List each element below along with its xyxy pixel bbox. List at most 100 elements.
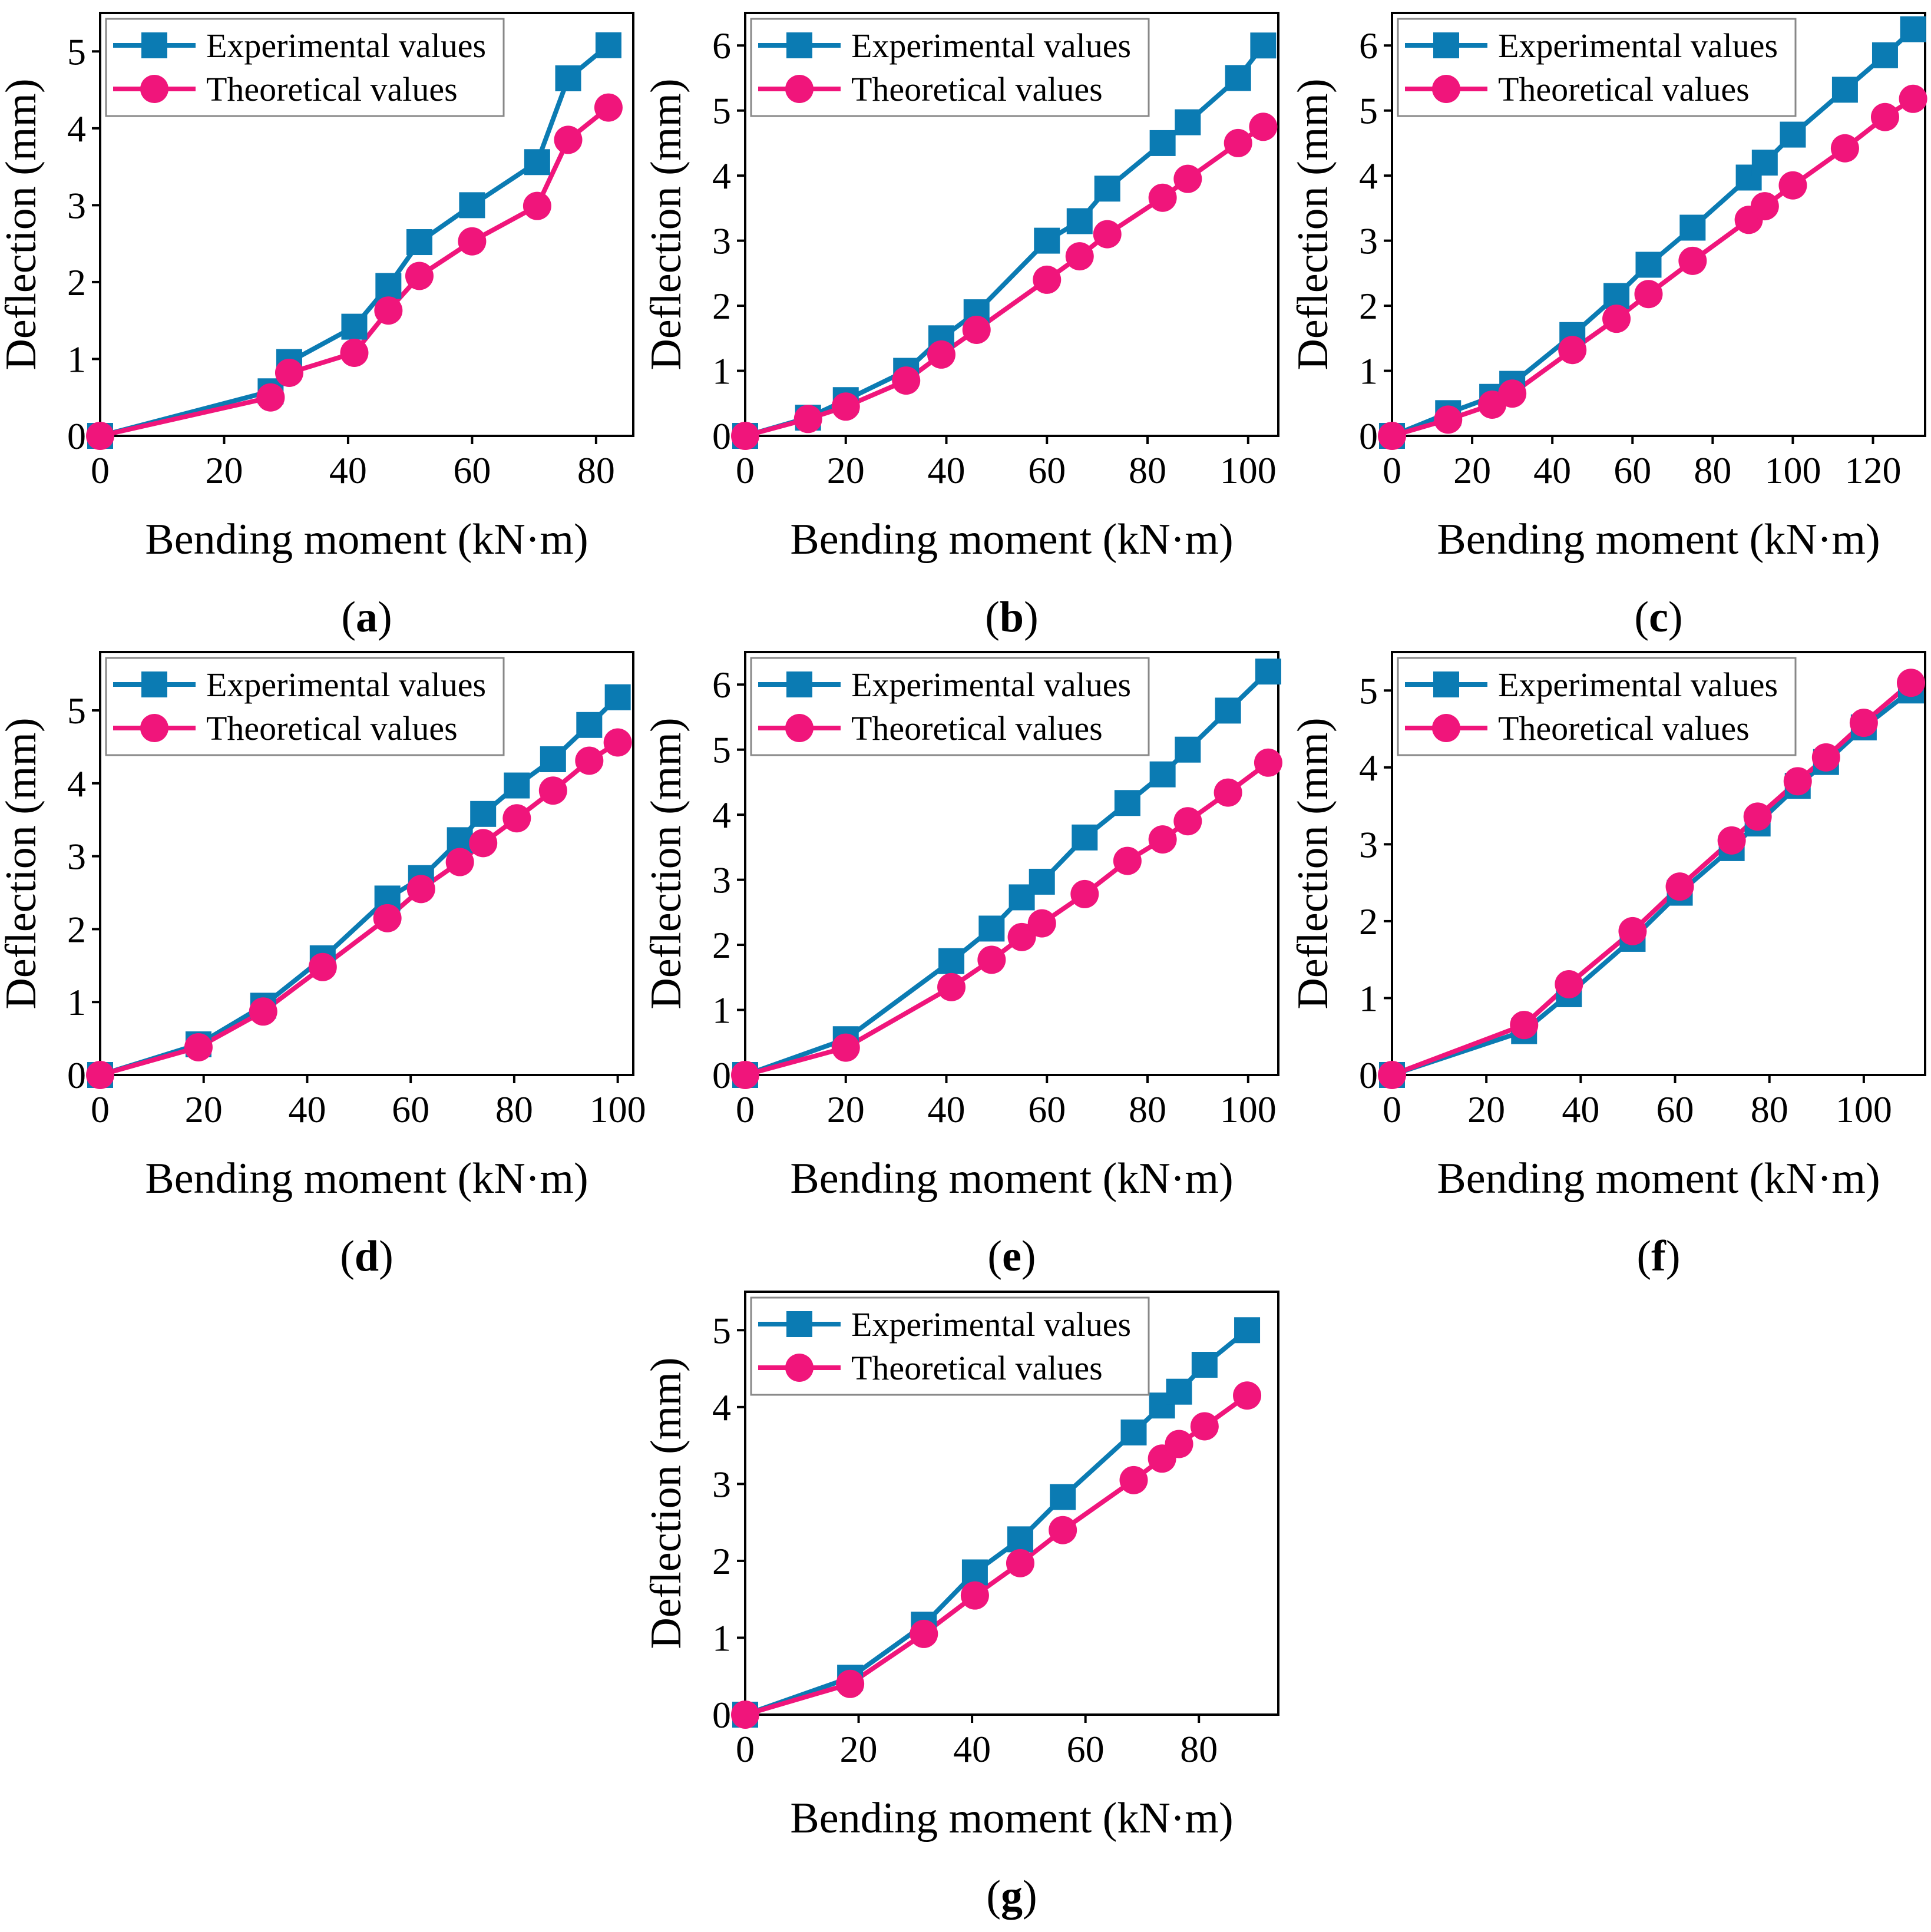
- panel-d-y-axis-label: Deflection (mm): [0, 717, 45, 1009]
- panel-b-experimental-point: [1250, 32, 1277, 59]
- panel-f-theoretical-point: [1618, 917, 1647, 945]
- panel-c-y-tick-label: 3: [1359, 220, 1378, 262]
- panel-b-x-tick-label: 80: [1129, 449, 1166, 491]
- panel-e-experimental-point: [978, 915, 1005, 942]
- panel-f-theoretical-point: [1783, 767, 1812, 796]
- panel-d-y-tick-label: 3: [67, 836, 86, 878]
- panel-a-theoretical-point: [275, 358, 303, 387]
- panel-e-y-tick-label: 5: [712, 729, 731, 771]
- panel-e-theoretical-point: [1027, 909, 1056, 938]
- panel-e-experimental-point: [1114, 790, 1140, 816]
- panel-d-plot-frame: [99, 651, 634, 1076]
- panel-d-theoretical-point: [445, 848, 474, 876]
- panel-g-letter: (g): [986, 1872, 1037, 1920]
- panel-c-y-tick-label: 5: [1359, 90, 1378, 132]
- panel-d-theoretical-point: [538, 776, 567, 805]
- panel-d-legend-square-marker: [141, 671, 167, 697]
- panel-d-theoretical-point: [373, 904, 402, 932]
- panel-c-theoretical-point: [1750, 192, 1779, 221]
- panel-b-theoretical-point: [962, 315, 991, 344]
- panel-d-y-tick-label: 0: [67, 1054, 86, 1096]
- panel-e-experimental-point: [938, 948, 965, 974]
- panel-g-x-tick-label: 20: [840, 1728, 878, 1770]
- panel-b-y-tick-label: 3: [712, 220, 731, 262]
- panel-g-experimental-point: [1234, 1317, 1261, 1344]
- panel-b-legend-square-marker: [786, 32, 812, 58]
- panel-d-y-tick-label: 4: [67, 763, 86, 805]
- panel-d-x-tick-label: 80: [495, 1089, 533, 1130]
- panel-d-legend-box: [105, 657, 505, 756]
- panel-b-x-tick-label: 100: [1220, 449, 1277, 491]
- panel-f-theoretical-point: [1743, 802, 1772, 831]
- panel-b-x-axis-label: Bending moment (kN·m): [790, 515, 1233, 564]
- panel-b-y-tick-label: 6: [712, 25, 731, 67]
- panel-c-legend-square-marker: [1433, 32, 1459, 58]
- panel-f-y-tick-label: 0: [1359, 1054, 1378, 1096]
- panel-c-experimental-point: [1780, 121, 1806, 148]
- panel-e-theoretical-point: [1113, 846, 1142, 875]
- panel-b-theoretical-point: [831, 392, 860, 421]
- panel-e-theoretical-point: [937, 972, 966, 1001]
- panel-f-theoretical-point: [1378, 1061, 1406, 1089]
- panel-a-y-tick-label: 5: [67, 31, 86, 72]
- panel-c-y-axis-label: Deflection (mm): [1289, 78, 1337, 370]
- panel-g-plot-frame: [744, 1291, 1279, 1716]
- panel-e-y-tick-label: 1: [712, 990, 731, 1031]
- panel-g-y-axis-label: Deflection (mm): [642, 1357, 690, 1649]
- panel-c-theoretical-point: [1899, 84, 1927, 113]
- panel-b-theoretical-point: [1173, 164, 1202, 193]
- panel-g: 0 20 40 60 80 0 1 2 3 4 5 Bending moment (kN·m) Defl…: [642, 1291, 1279, 1920]
- panel-d-experimental-point: [470, 800, 497, 827]
- panel-b-legend-experimental-label: Experimental values: [851, 27, 1131, 65]
- panel-d-x-tick-label: 0: [91, 1089, 110, 1130]
- panel-b-experimental-point: [1094, 176, 1120, 202]
- panel-d-legend: Experimental values Theoretical values: [105, 657, 505, 756]
- panel-c: 0 20 40 60 80 100 120 0 1 2 3 4 5 6 Bending moment (kN…: [1289, 12, 1927, 641]
- panel-g-legend: Experimental values Theoretical values: [750, 1296, 1150, 1396]
- panel-g-theoretical-point: [960, 1581, 989, 1610]
- panel-a-x-axis-label: Bending moment (kN·m): [145, 515, 588, 564]
- panel-b-y-tick-label: 1: [712, 350, 731, 392]
- panel-g-x-tick-label: 60: [1067, 1728, 1105, 1770]
- panel-e-theoretical-point: [1070, 879, 1099, 908]
- panel-d-theoretical-point: [308, 952, 337, 981]
- panel-f-theoretical-point: [1665, 872, 1694, 901]
- panel-c-y-tick-label: 2: [1359, 285, 1378, 327]
- panel-a-x-tick-label: 0: [91, 449, 110, 491]
- panel-a-theoretical-point: [458, 227, 487, 256]
- panel-g-legend-box: [750, 1296, 1150, 1396]
- panel-c-y-tick-label: 6: [1359, 25, 1378, 67]
- panel-b-legend-circle-marker: [785, 75, 814, 103]
- panel-a-theoretical-point: [374, 296, 403, 325]
- panel-f-legend: Experimental values Theoretical values: [1397, 657, 1797, 756]
- panel-f-y-tick-label: 2: [1359, 901, 1378, 942]
- panel-e-x-tick-label: 60: [1028, 1089, 1066, 1130]
- panel-g-experimental-point: [1007, 1526, 1033, 1553]
- panel-b: 0 20 40 60 80 100 0 1 2 3 4 5 6 Bending moment (kN·m)…: [642, 12, 1279, 641]
- panel-d-legend-experimental-label: Experimental values: [206, 666, 486, 704]
- panel-c-theoretical-point: [1498, 379, 1527, 408]
- panel-f-y-tick-label: 1: [1359, 977, 1378, 1019]
- panel-f-y-tick-label: 3: [1359, 823, 1378, 865]
- panel-b-x-tick-label: 40: [928, 449, 965, 491]
- panel-c-theoretical-point: [1558, 336, 1587, 365]
- panel-f-x-tick-label: 100: [1836, 1089, 1892, 1130]
- panel-f-legend-circle-marker: [1432, 714, 1460, 742]
- panel-a-x-tick-label: 20: [205, 449, 243, 491]
- panel-a-x-tick-label: 80: [577, 449, 615, 491]
- panel-a-experimental-point: [555, 65, 581, 91]
- panel-a-y-tick-label: 4: [67, 108, 86, 150]
- panel-f-x-axis-label: Bending moment (kN·m): [1437, 1154, 1880, 1203]
- panel-b-plot-frame: [744, 12, 1279, 437]
- panel-f-theoretical-point: [1717, 826, 1746, 855]
- panel-b-theoretical-point: [1033, 265, 1062, 294]
- panel-e-theoretical-point: [831, 1033, 860, 1062]
- panel-a-x-tick-label: 40: [329, 449, 367, 491]
- panel-c-theoretical-point: [1778, 171, 1807, 200]
- panel-b-legend-theoretical-label: Theoretical values: [851, 70, 1103, 108]
- panel-b-theoretical-point: [731, 422, 759, 450]
- panel-e-y-tick-label: 3: [712, 859, 731, 901]
- panel-e-x-tick-label: 20: [827, 1089, 865, 1130]
- panel-f-plot-frame: [1391, 651, 1926, 1076]
- panel-g-theoretical-point: [1190, 1412, 1219, 1441]
